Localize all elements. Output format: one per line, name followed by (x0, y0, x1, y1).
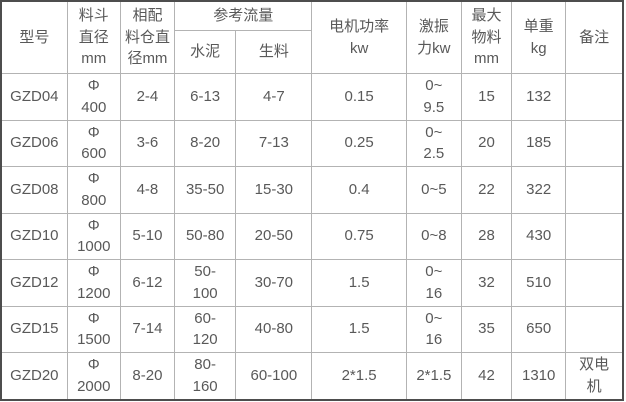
header-max-material: 最大 物料 mm (460, 0, 513, 74)
table-body: GZD04 Φ 400 2-4 6-13 4-7 0.15 0~ 9.5 15 … (0, 73, 624, 400)
cell-remark: 双电 机 (565, 352, 624, 400)
cell-flow-cement: 6-13 (174, 73, 237, 121)
cell-motor-power: 1.5 (311, 305, 407, 353)
cell-hopper-diameter: Φ 600 (66, 119, 121, 167)
cell-motor-power: 0.75 (311, 212, 407, 260)
cell-flow-cement: 60- 120 (174, 305, 237, 353)
header-raw-material: 生料 (235, 30, 313, 74)
cell-hopper-diameter: Φ 1500 (66, 305, 121, 353)
header-unit-weight: 单重 kg (511, 0, 567, 74)
header-motor-power: 电机功率 kw (311, 0, 407, 74)
cell-unit-weight: 322 (511, 166, 567, 214)
cell-hopper-diameter: Φ 1200 (66, 259, 121, 307)
header-remark: 备注 (565, 0, 624, 74)
cell-silo-diameter: 6-12 (119, 259, 176, 307)
cell-model: GZD06 (0, 119, 68, 167)
cell-flow-raw: 20-50 (235, 212, 313, 260)
cell-excitation-force: 2*1.5 (405, 352, 462, 400)
cell-flow-raw: 7-13 (235, 119, 313, 167)
cell-flow-cement: 50-80 (174, 212, 237, 260)
cell-model: GZD04 (0, 73, 68, 121)
cell-excitation-force: 0~ 16 (405, 305, 462, 353)
cell-max-material: 15 (460, 73, 513, 121)
header-hopper-diameter: 料斗 直径 mm (66, 0, 121, 74)
header-cement: 水泥 (174, 30, 237, 74)
cell-model: GZD10 (0, 212, 68, 260)
header-excitation-force: 激振 力kw (405, 0, 462, 74)
table-row: GZD10 Φ 1000 5-10 50-80 20-50 0.75 0~8 2… (0, 212, 624, 260)
cell-silo-diameter: 3-6 (119, 119, 176, 167)
cell-flow-cement: 35-50 (174, 166, 237, 214)
header-row-top: 型号 料斗 直径 mm 相配 料仓直 径mm 参考流量 电机功率 kw 激振 力… (0, 0, 624, 74)
cell-unit-weight: 650 (511, 305, 567, 353)
cell-motor-power: 1.5 (311, 259, 407, 307)
cell-flow-raw: 40-80 (235, 305, 313, 353)
cell-model: GZD08 (0, 166, 68, 214)
cell-remark (565, 259, 624, 307)
table-row: GZD12 Φ 1200 6-12 50- 100 30-70 1.5 0~ 1… (0, 259, 624, 307)
cell-hopper-diameter: Φ 400 (66, 73, 121, 121)
cell-unit-weight: 185 (511, 119, 567, 167)
cell-hopper-diameter: Φ 800 (66, 166, 121, 214)
table-row: GZD15 Φ 1500 7-14 60- 120 40-80 1.5 0~ 1… (0, 305, 624, 353)
cell-motor-power: 2*1.5 (311, 352, 407, 400)
cell-hopper-diameter: Φ 1000 (66, 212, 121, 260)
header-silo-diameter: 相配 料仓直 径mm (119, 0, 176, 74)
cell-max-material: 35 (460, 305, 513, 353)
cell-unit-weight: 132 (511, 73, 567, 121)
cell-silo-diameter: 4-8 (119, 166, 176, 214)
cell-motor-power: 0.4 (311, 166, 407, 214)
table-header: 型号 料斗 直径 mm 相配 料仓直 径mm 参考流量 电机功率 kw 激振 力… (0, 0, 624, 74)
table-row: GZD20 Φ 2000 8-20 80- 160 60-100 2*1.5 2… (0, 352, 624, 400)
cell-remark (565, 166, 624, 214)
cell-flow-cement: 50- 100 (174, 259, 237, 307)
cell-excitation-force: 0~ 9.5 (405, 73, 462, 121)
cell-unit-weight: 510 (511, 259, 567, 307)
cell-model: GZD15 (0, 305, 68, 353)
cell-max-material: 32 (460, 259, 513, 307)
cell-motor-power: 0.15 (311, 73, 407, 121)
table-row: GZD08 Φ 800 4-8 35-50 15-30 0.4 0~5 22 3… (0, 166, 624, 214)
cell-remark (565, 212, 624, 260)
table-row: GZD06 Φ 600 3-6 8-20 7-13 0.25 0~ 2.5 20… (0, 119, 624, 167)
cell-remark (565, 119, 624, 167)
cell-remark (565, 305, 624, 353)
cell-unit-weight: 430 (511, 212, 567, 260)
cell-hopper-diameter: Φ 2000 (66, 352, 121, 400)
cell-silo-diameter: 2-4 (119, 73, 176, 121)
cell-flow-raw: 30-70 (235, 259, 313, 307)
cell-silo-diameter: 7-14 (119, 305, 176, 353)
cell-max-material: 22 (460, 166, 513, 214)
cell-excitation-force: 0~5 (405, 166, 462, 214)
cell-unit-weight: 1310 (511, 352, 567, 400)
cell-flow-raw: 60-100 (235, 352, 313, 400)
cell-flow-cement: 80- 160 (174, 352, 237, 400)
cell-excitation-force: 0~8 (405, 212, 462, 260)
cell-excitation-force: 0~ 2.5 (405, 119, 462, 167)
cell-flow-raw: 15-30 (235, 166, 313, 214)
cell-max-material: 42 (460, 352, 513, 400)
cell-silo-diameter: 5-10 (119, 212, 176, 260)
cell-motor-power: 0.25 (311, 119, 407, 167)
cell-remark (565, 73, 624, 121)
cell-silo-diameter: 8-20 (119, 352, 176, 400)
cell-max-material: 28 (460, 212, 513, 260)
table-row: GZD04 Φ 400 2-4 6-13 4-7 0.15 0~ 9.5 15 … (0, 73, 624, 121)
cell-max-material: 20 (460, 119, 513, 167)
cell-flow-cement: 8-20 (174, 119, 237, 167)
header-model: 型号 (0, 0, 68, 74)
cell-model: GZD20 (0, 352, 68, 400)
cell-flow-raw: 4-7 (235, 73, 313, 121)
cell-excitation-force: 0~ 16 (405, 259, 462, 307)
header-flow-group: 参考流量 (174, 0, 313, 31)
cell-model: GZD12 (0, 259, 68, 307)
header-row-sub: 水泥 生料 (1, 30, 623, 74)
